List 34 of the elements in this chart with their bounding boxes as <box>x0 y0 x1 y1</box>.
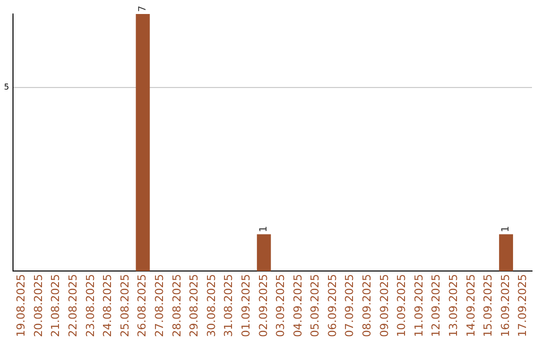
x-tick-label: 10.09.2025 <box>395 274 408 338</box>
x-tick-label: 05.09.2025 <box>308 274 322 338</box>
x-tick-label: 23.08.2025 <box>84 274 97 338</box>
x-tick-label: 21.08.2025 <box>49 274 62 338</box>
x-tick-label: 04.09.2025 <box>291 274 304 338</box>
x-tick-label: 02.09.2025 <box>256 274 270 338</box>
x-tick-label: 03.09.2025 <box>274 274 288 338</box>
x-tick-label: 22.08.2025 <box>66 274 80 338</box>
x-tick-label: 31.08.2025 <box>222 274 236 338</box>
x-tick-label: 15.09.2025 <box>482 274 495 338</box>
x-tick-label: 13.09.2025 <box>447 274 460 338</box>
x-tick-label: 26.08.2025 <box>136 274 149 338</box>
x-tick-label: 24.08.2025 <box>101 274 114 338</box>
x-tick-label: 17.09.2025 <box>516 274 530 338</box>
x-tick-label: 01.09.2025 <box>239 274 252 338</box>
x-tick-label: 25.08.2025 <box>118 274 132 338</box>
x-tick-label: 16.09.2025 <box>498 274 512 338</box>
x-tick-label: 19.08.2025 <box>14 274 28 338</box>
x-tick-label: 14.09.2025 <box>464 274 478 338</box>
x-tick-label: 09.09.2025 <box>378 274 391 338</box>
data-label: 1 <box>258 226 270 232</box>
data-label: 7 <box>137 6 148 12</box>
x-tick-label: 06.09.2025 <box>326 274 339 338</box>
x-tick-label: 12.09.2025 <box>430 274 443 338</box>
x-tick-label: 29.08.2025 <box>188 274 201 338</box>
x-tick-label: 11.09.2025 <box>412 274 426 338</box>
x-tick-label: 20.08.2025 <box>32 274 45 338</box>
data-label: 1 <box>500 226 512 232</box>
x-tick-label: 07.09.2025 <box>343 274 356 338</box>
y-tick-label: 5 <box>4 82 10 92</box>
x-tick-label: 27.08.2025 <box>152 274 166 338</box>
x-tick-label: 28.08.2025 <box>170 274 184 338</box>
x-tick-label: 08.09.2025 <box>360 274 374 338</box>
x-tick-label: 30.08.2025 <box>204 274 218 338</box>
